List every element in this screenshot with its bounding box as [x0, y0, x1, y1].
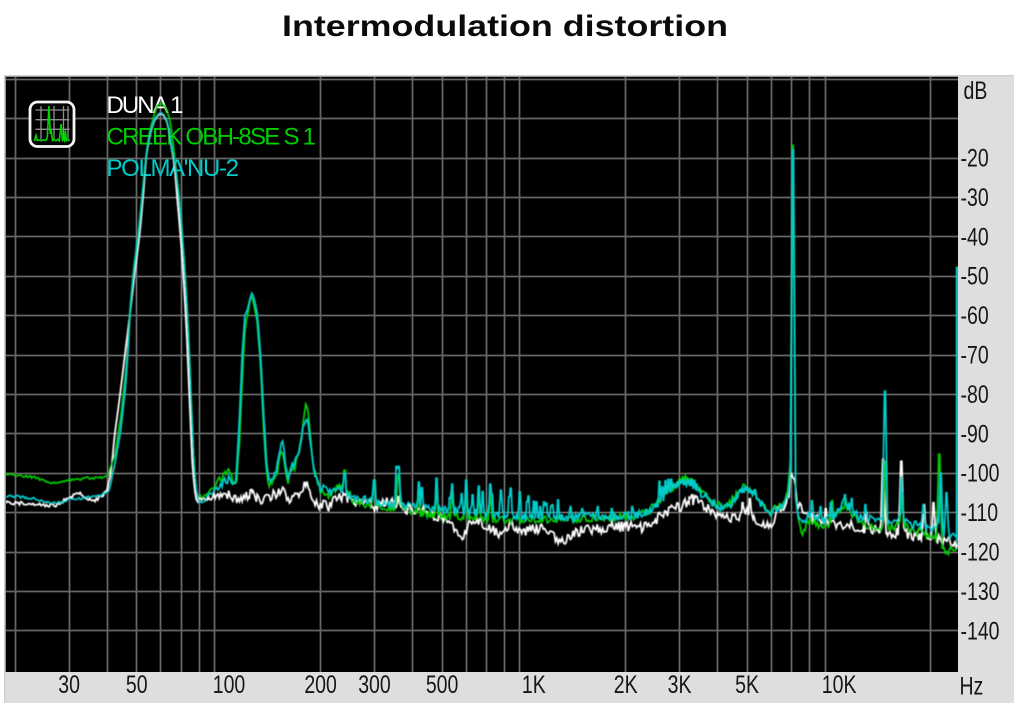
svg-text:-120: -120 — [960, 538, 999, 566]
svg-text:DUNA 1: DUNA 1 — [107, 92, 184, 119]
svg-text:dB: dB — [964, 77, 988, 105]
svg-text:-70: -70 — [960, 341, 988, 369]
svg-text:-80: -80 — [960, 381, 988, 409]
svg-text:-50: -50 — [960, 262, 988, 290]
svg-text:500: 500 — [426, 671, 459, 699]
svg-text:2K: 2K — [614, 671, 638, 699]
svg-text:-130: -130 — [960, 578, 999, 606]
svg-text:200: 200 — [304, 671, 337, 699]
svg-text:-100: -100 — [960, 459, 999, 487]
svg-text:CREEK OBH-8SE S 1: CREEK OBH-8SE S 1 — [107, 124, 317, 151]
svg-text:30: 30 — [58, 671, 80, 699]
svg-text:-40: -40 — [960, 223, 988, 251]
svg-text:-20: -20 — [960, 144, 988, 172]
svg-text:-140: -140 — [960, 617, 999, 645]
svg-text:-30: -30 — [960, 184, 988, 212]
svg-text:50: 50 — [126, 671, 148, 699]
svg-text:100: 100 — [213, 671, 246, 699]
svg-text:3K: 3K — [668, 671, 692, 699]
svg-text:-110: -110 — [960, 499, 998, 527]
svg-text:Intermodulation distortion: Intermodulation distortion — [282, 10, 728, 43]
svg-text:10K: 10K — [822, 671, 857, 699]
svg-text:300: 300 — [358, 671, 391, 699]
svg-text:5K: 5K — [735, 671, 759, 699]
svg-text:1K: 1K — [522, 671, 546, 699]
svg-text:-90: -90 — [960, 420, 988, 448]
svg-text:Hz: Hz — [959, 672, 983, 700]
svg-text:-60: -60 — [960, 302, 988, 330]
